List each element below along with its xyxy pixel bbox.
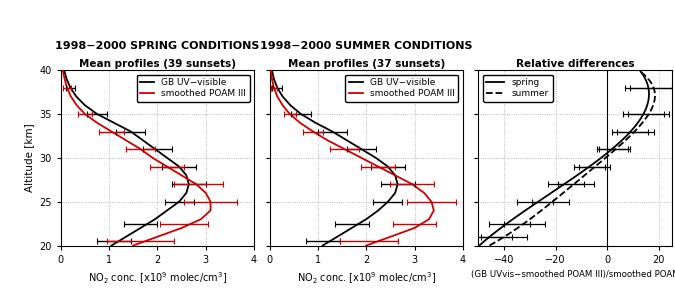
Text: 1998−2000 SUMMER CONDITIONS: 1998−2000 SUMMER CONDITIONS xyxy=(260,41,472,51)
Title: Relative differences: Relative differences xyxy=(516,59,634,69)
Y-axis label: Altitude [km]: Altitude [km] xyxy=(24,124,34,192)
X-axis label: (GB UVvis−smoothed POAM III)/smoothed POAM: (GB UVvis−smoothed POAM III)/smoothed PO… xyxy=(470,270,675,279)
X-axis label: NO$_2$ conc. [x10$^9$ molec/cm$^3$]: NO$_2$ conc. [x10$^9$ molec/cm$^3$] xyxy=(88,270,227,286)
Title: Mean profiles (39 sunsets): Mean profiles (39 sunsets) xyxy=(79,59,236,69)
Legend: GB UV−visible, smoothed POAM III: GB UV−visible, smoothed POAM III xyxy=(137,75,250,102)
X-axis label: NO$_2$ conc. [x10$^9$ molec/cm$^3$]: NO$_2$ conc. [x10$^9$ molec/cm$^3$] xyxy=(296,270,436,286)
Legend: GB UV−visible, smoothed POAM III: GB UV−visible, smoothed POAM III xyxy=(346,75,458,102)
Text: 1998−2000 SPRING CONDITIONS: 1998−2000 SPRING CONDITIONS xyxy=(55,41,260,51)
Legend: spring, summer: spring, summer xyxy=(483,75,553,102)
Title: Mean profiles (37 sunsets): Mean profiles (37 sunsets) xyxy=(288,59,445,69)
